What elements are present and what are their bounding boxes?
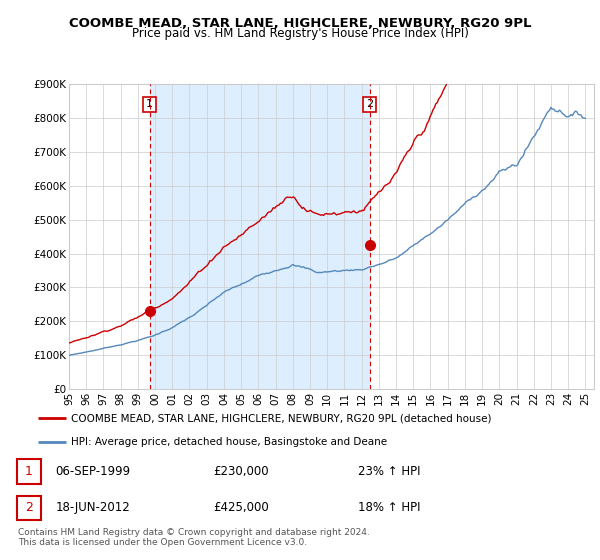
Text: 1: 1: [146, 99, 153, 109]
Text: 18% ↑ HPI: 18% ↑ HPI: [358, 501, 420, 514]
Text: 1: 1: [25, 465, 32, 478]
Bar: [17, 496, 41, 520]
Text: 2: 2: [366, 99, 373, 109]
Text: 2: 2: [25, 501, 32, 514]
Text: COOMBE MEAD, STAR LANE, HIGHCLERE, NEWBURY, RG20 9PL: COOMBE MEAD, STAR LANE, HIGHCLERE, NEWBU…: [69, 17, 531, 30]
Bar: [149, 84, 370, 389]
Text: Price paid vs. HM Land Registry's House Price Index (HPI): Price paid vs. HM Land Registry's House …: [131, 27, 469, 40]
Text: Contains HM Land Registry data © Crown copyright and database right 2024.
This d: Contains HM Land Registry data © Crown c…: [18, 528, 370, 547]
Text: 23% ↑ HPI: 23% ↑ HPI: [358, 465, 420, 478]
Text: COOMBE MEAD, STAR LANE, HIGHCLERE, NEWBURY, RG20 9PL (detached house): COOMBE MEAD, STAR LANE, HIGHCLERE, NEWBU…: [71, 413, 492, 423]
Text: £230,000: £230,000: [214, 465, 269, 478]
Text: £425,000: £425,000: [214, 501, 269, 514]
Text: HPI: Average price, detached house, Basingstoke and Deane: HPI: Average price, detached house, Basi…: [71, 437, 388, 447]
Bar: [17, 459, 41, 484]
Text: 06-SEP-1999: 06-SEP-1999: [55, 465, 130, 478]
Text: 18-JUN-2012: 18-JUN-2012: [55, 501, 130, 514]
